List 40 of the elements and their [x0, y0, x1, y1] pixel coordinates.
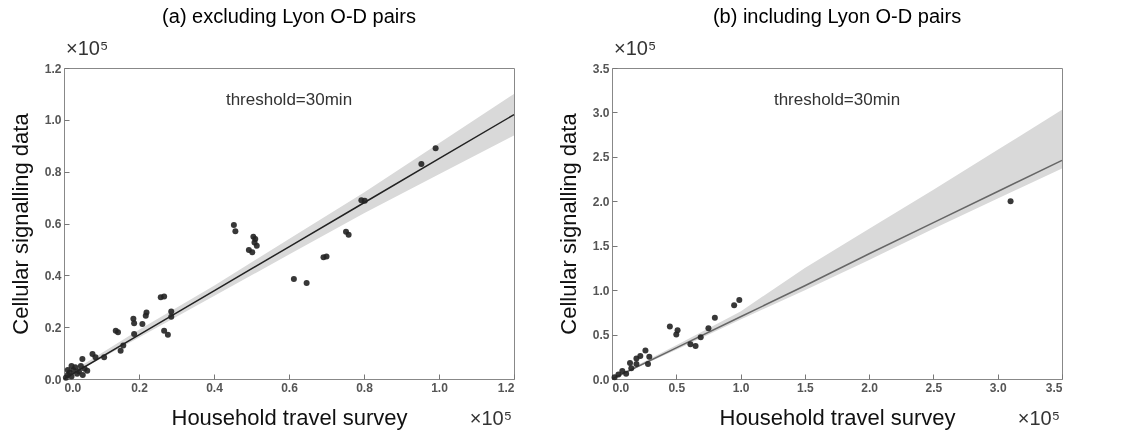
x-tick-label: 3.5 [1045, 380, 1063, 395]
y-tick-label: 3.5 [592, 61, 610, 76]
x-tick-label: 2.5 [925, 380, 943, 395]
y-tick-label: 0.6 [44, 217, 62, 231]
x-tick-label: 0.6 [281, 380, 299, 395]
y-tick-label: 2.0 [592, 194, 610, 209]
y-axis-title: Cellular signalling data [7, 112, 33, 335]
y-tick-label: 2.5 [592, 150, 610, 165]
annotation: threshold=30min [225, 90, 353, 109]
y-axis-title: Cellular signalling data [555, 112, 581, 335]
y-tick-label: 0.5 [592, 328, 610, 343]
y-tick-label: 1.0 [44, 113, 62, 128]
y-tick-label: 0.2 [44, 320, 62, 335]
x-tick-label: 0.4 [206, 380, 224, 395]
text: ×10⁵ [614, 37, 657, 59]
y-tick-label: 0.4 [44, 268, 62, 283]
y-tick-label: 0.8 [44, 165, 62, 180]
x-tick-label: 0.5 [668, 380, 686, 395]
x-tick-label: 1.0 [732, 380, 750, 395]
x-tick-label: 1.5 [797, 380, 815, 395]
y-tick-label: 1.0 [592, 283, 610, 298]
annotation: threshold=30min [773, 90, 901, 109]
x-axis-title: Household travel survey [171, 404, 408, 430]
text: ×10⁵ [1017, 407, 1060, 429]
x-axis-title: Household travel survey [719, 404, 956, 430]
x-tick-label: 1.2 [497, 380, 515, 395]
x-tick-label: 0.8 [356, 380, 374, 395]
x-tick-label: 0.0 [612, 380, 630, 395]
y-tick-label: 3.0 [592, 105, 610, 120]
x-tick-label: 0.0 [64, 380, 82, 395]
y-tick-label: 1.5 [592, 239, 610, 254]
chart-title: (a) excluding Lyon O-D pairs [162, 5, 416, 27]
x-tick-label: 2.0 [861, 380, 879, 395]
text: ×10⁵ [66, 37, 109, 59]
x-tick-label: 0.2 [131, 380, 149, 395]
text: ×10⁵ [469, 407, 512, 429]
chart-title: (b) including Lyon O-D pairs [712, 5, 962, 27]
x-tick-label: 1.0 [431, 380, 449, 395]
x-tick-label: 3.0 [989, 380, 1007, 395]
y-tick-label: 1.2 [44, 61, 62, 76]
